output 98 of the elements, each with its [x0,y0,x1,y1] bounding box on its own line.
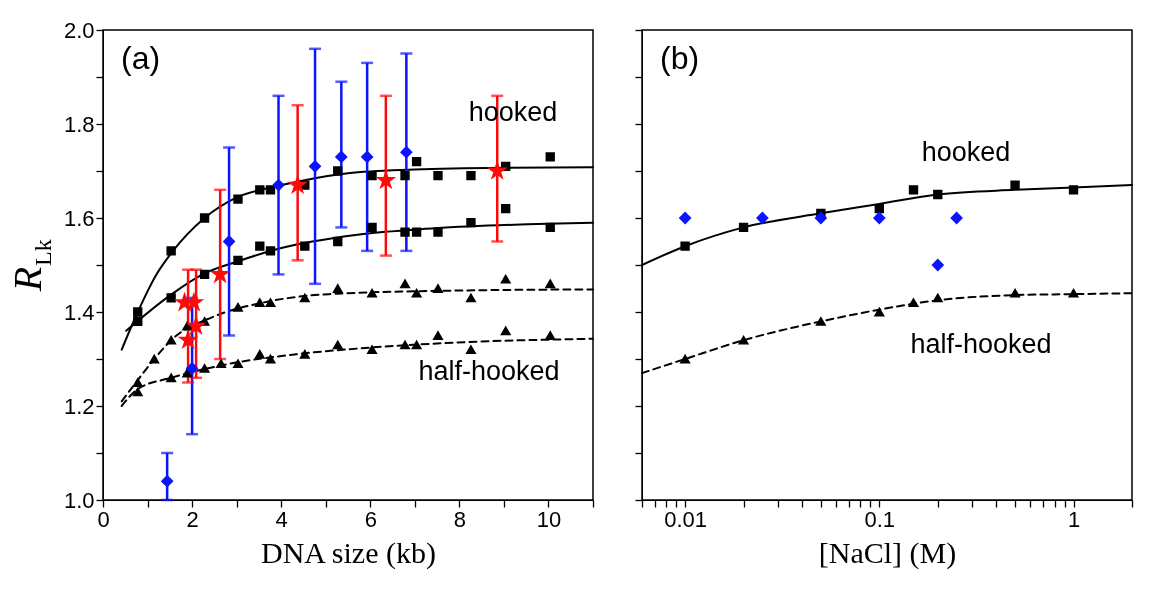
y-tick-label: 1.8 [63,111,95,137]
point [411,156,422,167]
point [132,378,143,387]
x-tick-label: 2 [186,506,199,532]
point [211,265,229,282]
point [332,340,343,350]
x-tick-label: 10 [536,506,562,532]
point [254,298,265,308]
point [411,227,422,237]
point [186,362,199,375]
point [545,279,556,289]
point [232,302,243,312]
point [272,179,285,192]
point [199,269,210,280]
point [255,185,265,195]
x-tick-label: 8 [453,506,466,532]
point [500,326,511,336]
annotation: (b) [660,40,700,76]
y-tick-label: 1.2 [63,393,95,419]
point [166,373,177,383]
point [199,213,210,223]
point [400,227,410,237]
point [300,241,310,251]
point [400,171,410,181]
point [400,279,410,289]
point [545,152,555,162]
x-tick-label: 1 [1067,506,1081,532]
annotation: hooked [921,137,1011,167]
y-tick-label: 1.4 [63,299,95,325]
point [223,235,236,248]
point [545,222,555,233]
x-tick-label: 0.1 [864,506,896,532]
point [265,246,276,256]
point [308,160,322,173]
point [182,321,193,331]
point [433,227,443,237]
annotation: half-hooked [910,329,1052,359]
point [233,255,243,265]
point [166,335,177,345]
point [265,185,276,195]
point [488,161,506,179]
y-tick-label: 2.0 [63,17,95,43]
point [149,354,160,364]
point [411,340,422,350]
point [466,218,476,228]
annotation: (a) [121,40,161,76]
point [199,363,210,373]
point [466,171,476,181]
point [367,171,377,181]
point [411,288,422,298]
point [545,331,556,340]
point [166,293,176,303]
point [255,241,265,251]
point [465,345,476,355]
point [161,475,174,488]
point [465,293,476,303]
point [265,298,276,308]
point [367,222,377,233]
point [400,340,410,350]
y-axis-title: RLk [5,239,56,293]
point [501,203,511,214]
point [179,331,197,348]
y-tick-label: 1.0 [63,487,95,513]
point [299,293,310,303]
point [182,368,193,378]
point [367,288,378,298]
x-tick-label: 6 [364,506,377,532]
point [335,150,348,163]
point [367,345,378,355]
annotation: half-hooked [418,356,560,386]
x-axis-title: DNA size (kb) [261,535,436,570]
x-tick-label: 0 [97,506,110,532]
point [299,349,310,359]
point [233,194,243,204]
point [288,175,307,193]
point [332,284,343,293]
point [216,359,227,369]
point [500,274,511,284]
y-tick-label: 1.6 [63,205,95,231]
point [377,171,395,188]
point [361,150,374,163]
point [433,171,443,181]
point [132,387,143,397]
point [333,236,343,247]
x-tick-label: 0.01 [664,506,707,532]
point [433,284,443,293]
point [400,146,413,159]
point [133,307,143,317]
point [433,331,443,340]
x-tick-label: 4 [275,506,288,532]
point [133,316,143,327]
point [265,354,276,364]
point [187,316,205,334]
point [254,349,265,359]
x-axis-title: [NaCl] (M) [818,535,957,570]
point [333,166,343,176]
point [232,359,243,369]
point [166,246,176,256]
